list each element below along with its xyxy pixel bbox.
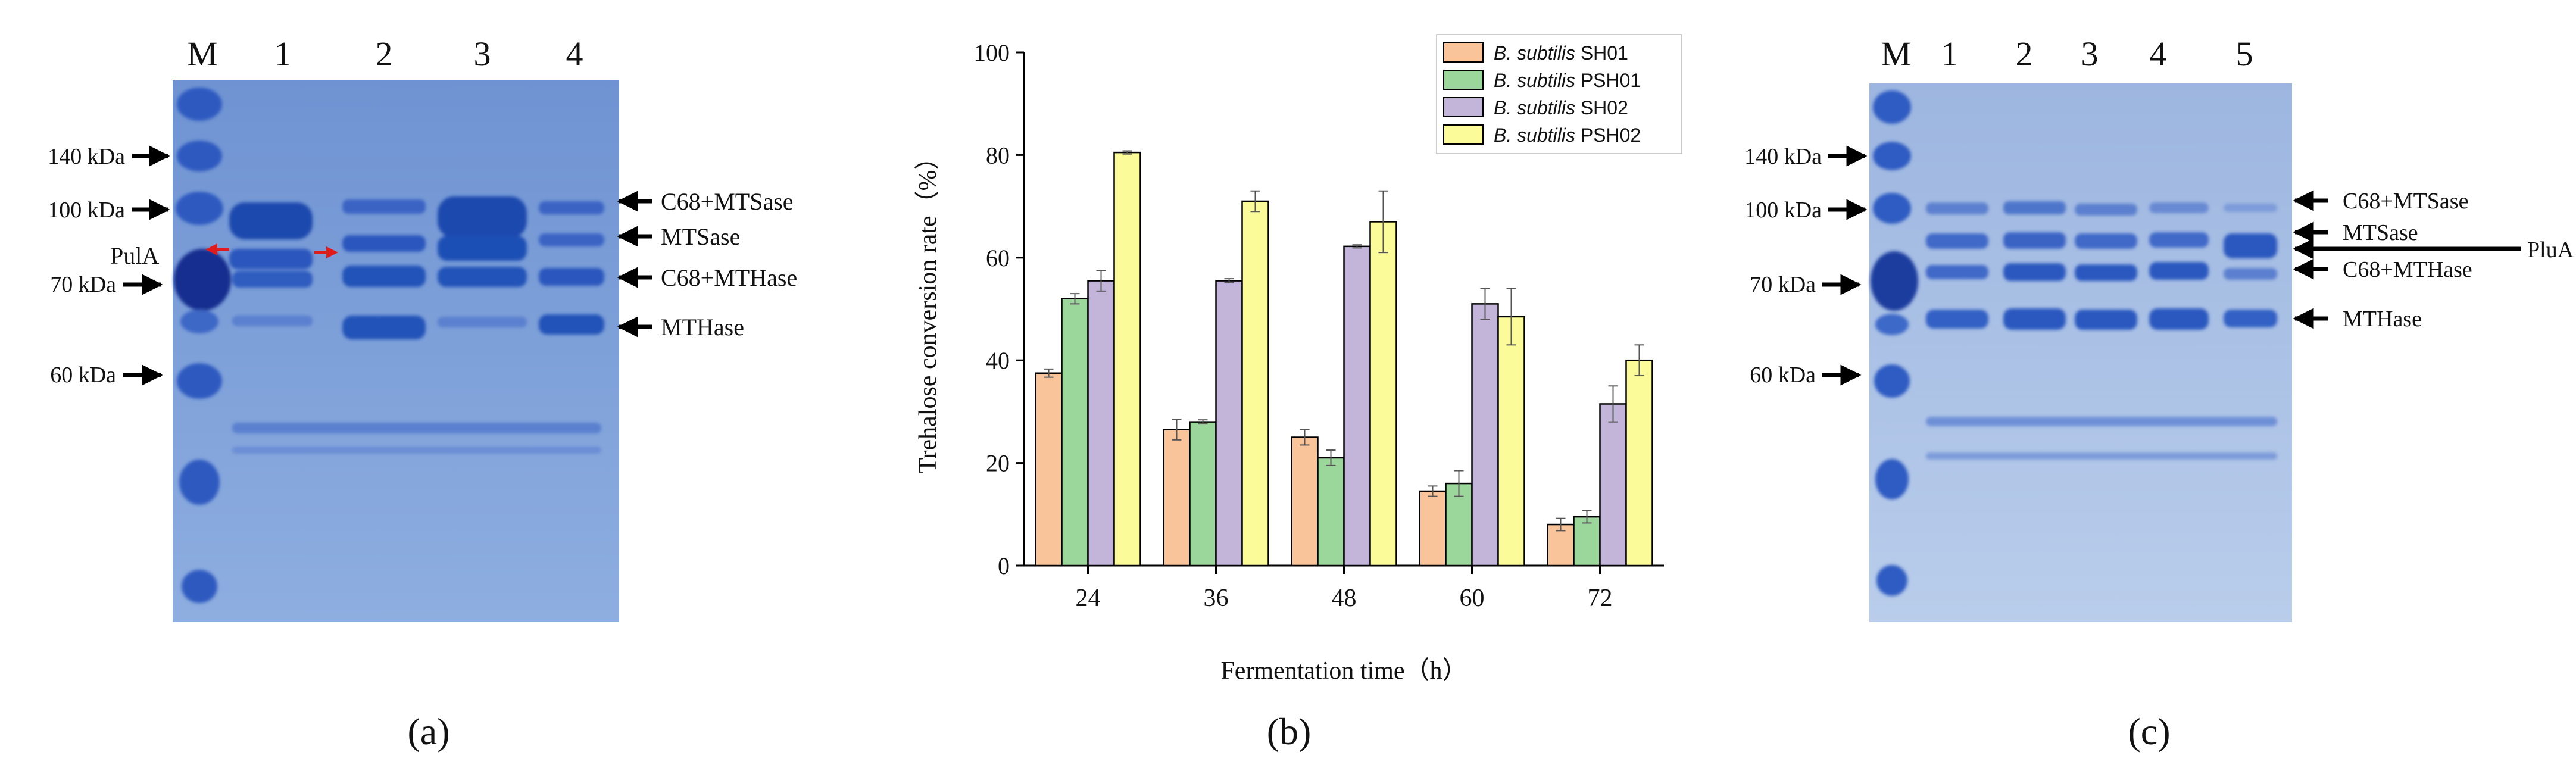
bar-4-36	[1241, 200, 1269, 567]
marker-label-c-60: 60 kDa	[1750, 363, 1816, 388]
band-label-c-3: C68+MTHase	[2343, 257, 2472, 282]
bar-3-72	[1599, 403, 1627, 567]
panel-c: M 1 2 3 4 5 140 kDa 100 kDa 70 kDa 60 kD…	[1744, 35, 2574, 753]
marker-label-c-140: 140 kDa	[1744, 144, 1822, 169]
bar-1-36	[1163, 429, 1191, 567]
y-tick-label: 0	[998, 552, 1010, 579]
x-axis-label: Fermentation time（h）	[1220, 657, 1467, 685]
marker-label-c-100: 100 kDa	[1744, 198, 1822, 223]
bar-1-24	[1035, 372, 1063, 567]
panel-a: M 1 2 3 4 140 kDa 100 kDa 70 kDa 60 kDa …	[48, 35, 797, 753]
band-label-c-pula: PluA	[2527, 238, 2574, 263]
x-tick-label: 36	[1204, 585, 1229, 612]
band-label-c-4: MTHase	[2343, 307, 2422, 332]
pula-pointer-lane2	[314, 246, 338, 258]
marker-label-a-100: 100 kDa	[48, 198, 125, 223]
x-tick-label: 48	[1332, 585, 1357, 612]
bar-1-60	[1419, 490, 1447, 567]
marker-label-c-70: 70 kDa	[1750, 272, 1816, 297]
legend-swatch-2	[1443, 70, 1484, 90]
y-axis-label: Trehalose conversion rate（%）	[914, 145, 942, 473]
legend-swatch-4	[1443, 124, 1484, 145]
bar-4-48	[1369, 221, 1397, 567]
bar-3-24	[1087, 280, 1115, 567]
legend-swatch-1	[1443, 42, 1484, 63]
legend-swatch-3	[1443, 97, 1484, 117]
lane-label-c-1: 1	[1941, 35, 1959, 73]
bar-2-60	[1445, 482, 1473, 567]
y-tick-label: 60	[986, 245, 1010, 271]
legend-label-1: B. subtilis SH01	[1494, 42, 1628, 64]
band-label-a-1: C68+MTSase	[661, 188, 794, 215]
lane-label-a-3: 3	[474, 35, 491, 73]
y-tick-label: 80	[986, 142, 1010, 168]
band-label-a-4: MTHase	[661, 314, 744, 341]
bar-4-72	[1625, 359, 1653, 567]
lane-label-a-2: 2	[376, 35, 393, 73]
caption-a: (a)	[407, 710, 449, 753]
bar-4-60	[1497, 316, 1525, 567]
y-tick-label: 40	[986, 347, 1010, 374]
bar-chart: 0 20 40 60 80 100 Trehalose conversion rate（%）…	[914, 34, 1682, 685]
lane-label-c-2: 2	[2016, 35, 2033, 73]
bar-2-36	[1189, 421, 1217, 567]
pula-label-a: PulA	[110, 242, 159, 269]
x-tick-label: 24	[1076, 585, 1101, 612]
band-label-a-3: C68+MTHase	[661, 264, 797, 291]
bar-3-36	[1215, 280, 1243, 567]
band-label-a-2: MTSase	[661, 223, 740, 250]
band-label-c-2: MTSase	[2343, 220, 2418, 245]
bar-2-72	[1573, 516, 1601, 567]
lane-label-c-3: 3	[2081, 35, 2099, 73]
bar-3-48	[1343, 245, 1371, 567]
marker-label-a-60: 60 kDa	[50, 363, 116, 388]
gel-image-a	[173, 80, 619, 622]
bar-4-24	[1113, 151, 1141, 567]
lane-label-a-M: M	[187, 35, 218, 73]
band-label-c-1: C68+MTSase	[2343, 189, 2468, 214]
y-tick-label: 100	[974, 39, 1010, 66]
gel-image-c	[1869, 83, 2292, 622]
legend-label-4: B. subtilis PSH02	[1494, 124, 1641, 146]
panel-b: 0 20 40 60 80 100 Trehalose conversion rate（%）…	[914, 34, 1682, 753]
lane-label-a-1: 1	[274, 35, 292, 73]
marker-label-a-140: 140 kDa	[48, 144, 125, 169]
bar-2-24	[1061, 298, 1089, 567]
bar-1-48	[1291, 436, 1319, 567]
caption-b: (b)	[1267, 710, 1312, 753]
lane-label-c-5: 5	[2236, 35, 2253, 73]
caption-c: (c)	[2128, 710, 2170, 753]
x-tick-label: 60	[1460, 585, 1485, 612]
marker-label-a-70: 70 kDa	[50, 272, 116, 297]
x-tick-label: 72	[1588, 585, 1613, 612]
pula-pointer-lane1	[205, 243, 229, 255]
lane-label-c-M: M	[1881, 35, 1912, 73]
y-tick-label: 20	[986, 450, 1010, 477]
lane-label-a-4: 4	[566, 35, 583, 73]
legend-label-3: B. subtilis SH02	[1494, 97, 1628, 118]
bar-3-60	[1471, 303, 1499, 567]
legend-label-2: B. subtilis PSH01	[1494, 70, 1641, 91]
lane-label-c-4: 4	[2150, 35, 2167, 73]
bar-2-48	[1317, 457, 1345, 567]
